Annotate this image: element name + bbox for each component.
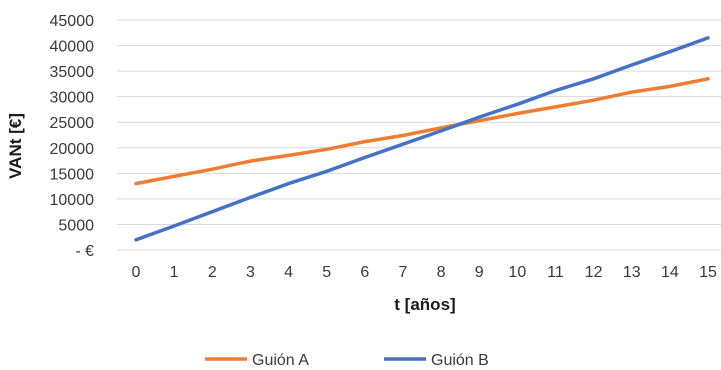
x-tick-label: 8: [437, 264, 446, 281]
x-tick-label: 6: [360, 264, 369, 281]
legend-item: Guión A: [205, 352, 309, 369]
x-tick-label: 11: [547, 264, 564, 281]
y-tick-label: 20000: [50, 141, 95, 158]
x-tick-label: 7: [398, 264, 407, 281]
legend-item: Guión B: [384, 352, 489, 369]
series-line-b: [134, 36, 710, 242]
x-tick-label: 10: [508, 264, 526, 281]
legend: Guión A Guión B: [205, 352, 489, 369]
x-tick-label: 15: [699, 264, 717, 281]
x-tick-label: 13: [623, 264, 641, 281]
y-tick-label: - €: [75, 243, 94, 260]
x-axis-title: t [años]: [394, 295, 455, 314]
y-tick-label: 40000: [50, 39, 95, 56]
y-axis-title: VANt [€]: [6, 113, 25, 179]
y-tick-label: 10000: [50, 192, 95, 209]
x-tick-label: 0: [132, 264, 141, 281]
y-tick-label: 30000: [50, 90, 95, 107]
x-tick-label: 4: [284, 264, 293, 281]
y-tick-label: 5000: [58, 217, 94, 234]
x-tick-label: 14: [661, 264, 679, 281]
x-tick-label: 5: [322, 264, 331, 281]
legend-label: Guión A: [252, 352, 309, 369]
x-tick-label: 9: [475, 264, 484, 281]
x-tick-label: 1: [170, 264, 179, 281]
y-tick-label: 25000: [50, 115, 95, 132]
series-line-a: [134, 77, 710, 186]
y-tick-label: 15000: [50, 166, 95, 183]
y-tick-label: 45000: [50, 13, 95, 30]
y-axis-ticks: - € 5000 10000 15000 20000 25000 30000 35000 400…: [50, 13, 95, 260]
x-tick-label: 12: [585, 264, 603, 281]
gridlines: [117, 19, 721, 251]
x-tick-label: 3: [246, 264, 255, 281]
x-tick-label: 2: [208, 264, 217, 281]
y-tick-label: 35000: [50, 64, 95, 81]
legend-label: Guión B: [431, 352, 489, 369]
x-axis-ticks: 0 1 2 3 4 5 6 7 8 9 10 11 12 13 14 15: [132, 264, 717, 281]
series-lines: [134, 36, 710, 242]
